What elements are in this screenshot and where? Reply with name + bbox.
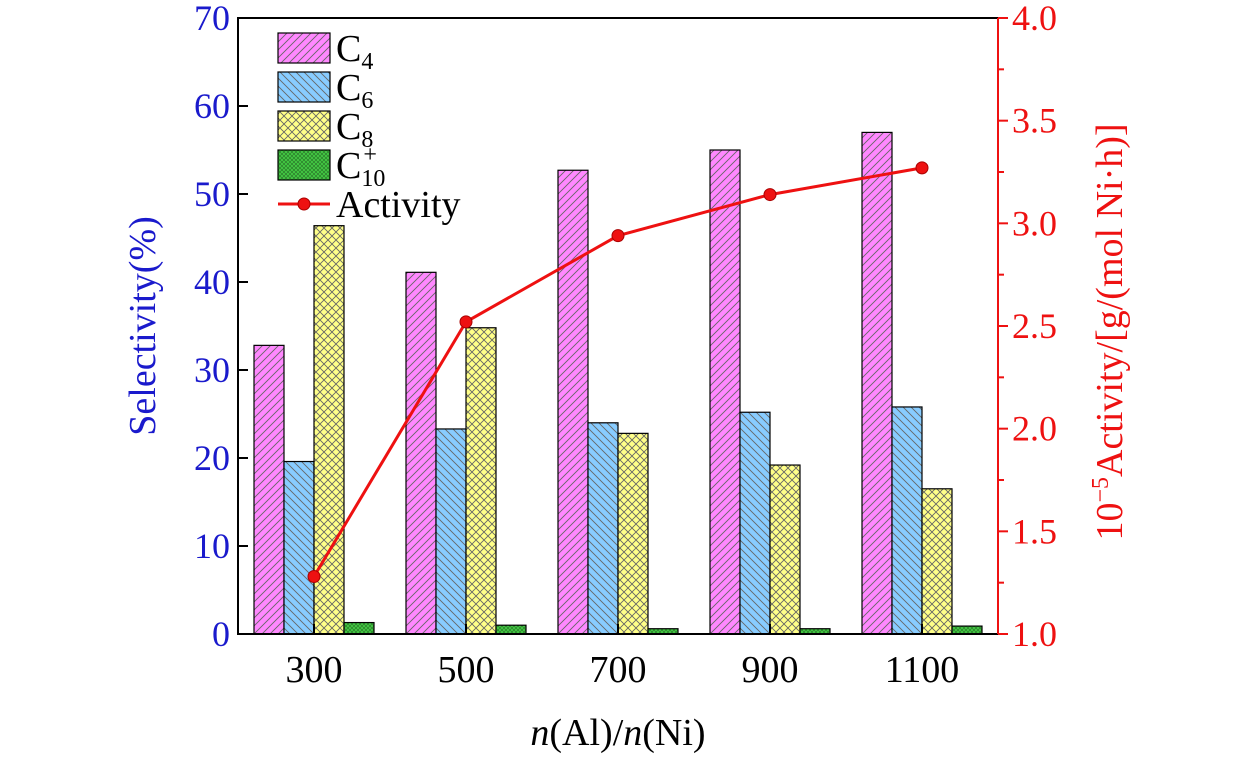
bar-c6-300 bbox=[283, 460, 315, 635]
bar-c8-900 bbox=[769, 464, 801, 635]
legend-label-c4: C4 bbox=[336, 28, 373, 75]
right-tick-label-1.0: 1.0 bbox=[1012, 614, 1057, 654]
legend-label-c8: C8 bbox=[336, 106, 373, 153]
bar-c10plus-300 bbox=[343, 621, 375, 635]
bar-c8-700 bbox=[617, 432, 649, 635]
legend-activity-marker bbox=[297, 197, 311, 211]
left-tick-label-40: 40 bbox=[194, 262, 230, 302]
bar-c8-1100 bbox=[921, 488, 953, 635]
right-tick-label-3.5: 3.5 bbox=[1012, 101, 1057, 141]
left-tick-label-30: 30 bbox=[194, 350, 230, 390]
bar-c6-500 bbox=[435, 428, 467, 635]
x-tick-label-500: 500 bbox=[438, 649, 495, 691]
x-tick-label-1100: 1100 bbox=[885, 649, 960, 691]
left-tick-label-20: 20 bbox=[194, 438, 230, 478]
legend-swatch-c4 bbox=[277, 32, 331, 64]
right-tick-label-4.0: 4.0 bbox=[1012, 0, 1057, 38]
legend-label-activity: Activity bbox=[336, 184, 461, 226]
left-tick-label-0: 0 bbox=[212, 614, 230, 654]
x-tick-label-900: 900 bbox=[742, 649, 799, 691]
left-axis-title: Selectivity(%) bbox=[122, 216, 164, 435]
right-tick-label-2.5: 2.5 bbox=[1012, 306, 1057, 346]
left-tick-label-10: 10 bbox=[194, 526, 230, 566]
bar-c10plus-1100 bbox=[951, 625, 983, 635]
bar-c10plus-500 bbox=[495, 624, 527, 635]
x-axis-title: n(Al)/n(Ni) bbox=[530, 712, 705, 754]
legend-swatch-c6 bbox=[277, 71, 331, 103]
left-tick-label-60: 60 bbox=[194, 86, 230, 126]
legend-swatch-c8 bbox=[277, 110, 331, 142]
x-tick-label-300: 300 bbox=[286, 649, 343, 691]
activity-point-300 bbox=[307, 570, 321, 584]
bar-c4-700 bbox=[557, 169, 589, 635]
activity-point-900 bbox=[763, 188, 777, 202]
left-tick-label-50: 50 bbox=[194, 174, 230, 214]
bars-layer bbox=[253, 131, 983, 635]
bar-c4-300 bbox=[253, 344, 285, 635]
bar-c4-900 bbox=[709, 149, 741, 635]
activity-point-500 bbox=[459, 315, 473, 329]
right-tick-label-3.0: 3.0 bbox=[1012, 203, 1057, 243]
bar-c8-500 bbox=[465, 327, 497, 635]
bar-c6-1100 bbox=[891, 406, 923, 635]
activity-line-layer bbox=[307, 161, 929, 584]
bar-c6-700 bbox=[587, 422, 619, 635]
activity-point-1100 bbox=[915, 161, 929, 175]
legend-label-c10plus: C10+ bbox=[336, 142, 385, 192]
legend-swatch-c10plus bbox=[277, 149, 331, 181]
x-tick-label-700: 700 bbox=[590, 649, 647, 691]
axes-layer: 0 10 20 30 40 50 60 70 1.0 1.5 2.0 2.5 3.0 3.5 4.0 300 5… bbox=[194, 0, 1057, 691]
right-tick-label-1.5: 1.5 bbox=[1012, 511, 1057, 551]
left-tick-label-70: 70 bbox=[194, 0, 230, 38]
activity-point-700 bbox=[611, 229, 625, 243]
bar-c4-500 bbox=[405, 271, 437, 635]
bar-c6-900 bbox=[739, 411, 771, 635]
right-axis-title: 10−5Activity/[g/(mol Ni·h)] bbox=[1088, 123, 1131, 540]
axis-labels: n(Al)/n(Ni) Selectivity(%) 10−5Activity/[g… bbox=[122, 123, 1131, 754]
legend-label-c6: C6 bbox=[336, 67, 373, 114]
right-tick-label-2.0: 2.0 bbox=[1012, 409, 1057, 449]
bar-c4-1100 bbox=[861, 131, 893, 635]
